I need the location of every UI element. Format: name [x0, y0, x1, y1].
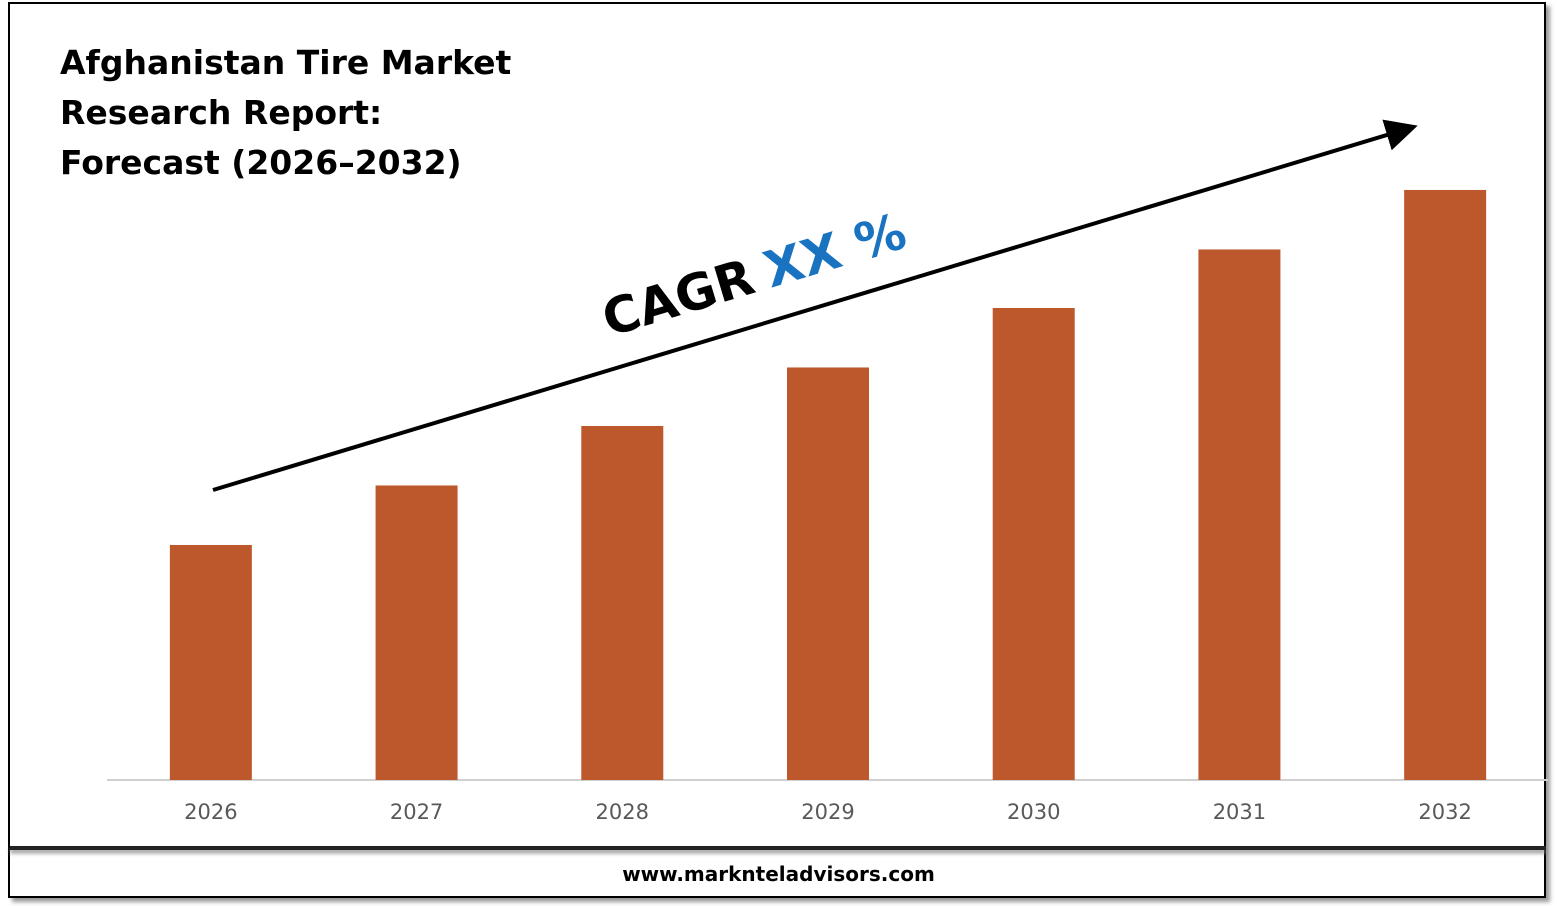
bar: [1404, 189, 1487, 781]
x-tick-label: 2031: [1213, 800, 1266, 824]
x-tick-label: 2027: [390, 800, 443, 824]
trend-arrow: [212, 119, 1418, 492]
chart-title: Afghanistan Tire Market Research Report:…: [60, 43, 512, 182]
x-tick-label: 2032: [1418, 800, 1471, 824]
bar: [375, 485, 458, 780]
x-tick-label: 2026: [184, 800, 237, 824]
x-tick-label: 2028: [596, 800, 649, 824]
source: www.marknteladvisors.com: [622, 862, 935, 886]
bar: [787, 367, 869, 780]
separator: [10, 846, 1546, 850]
bar: [1198, 249, 1281, 781]
bar: [992, 307, 1075, 780]
frame: [8, 2, 1546, 898]
x-tick-label: 2029: [801, 800, 854, 824]
x-tick-label: 2030: [1007, 800, 1060, 824]
bar: [169, 544, 252, 780]
bar: [581, 425, 664, 780]
